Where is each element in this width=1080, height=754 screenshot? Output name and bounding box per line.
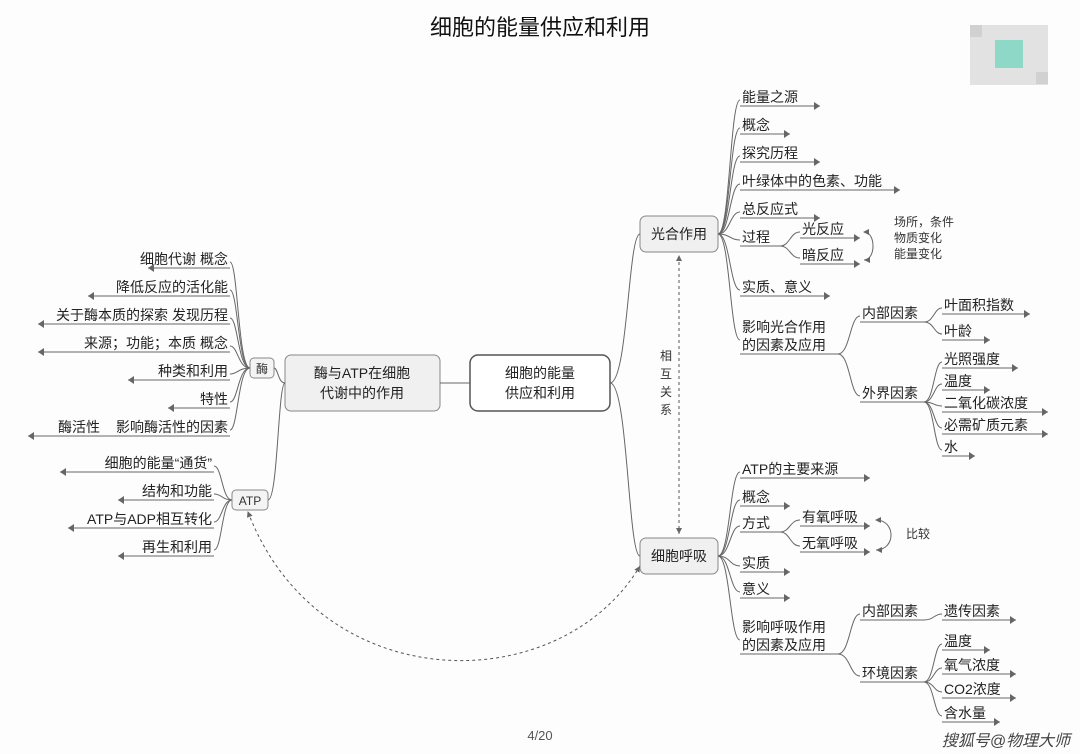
svg-text:实质: 实质 xyxy=(742,555,770,571)
svg-text:内部因素: 内部因素 xyxy=(862,305,918,321)
atp-respiration-link xyxy=(248,512,640,661)
svg-text:概念: 概念 xyxy=(742,489,770,505)
svg-text:概念: 概念 xyxy=(200,251,228,267)
svg-text:有氧呼吸: 有氧呼吸 xyxy=(802,509,858,525)
svg-text:的因素及应用: 的因素及应用 xyxy=(742,337,826,353)
svg-text:叶龄: 叶龄 xyxy=(944,323,972,339)
svg-text:无氧呼吸: 无氧呼吸 xyxy=(802,535,858,551)
svg-text:代谢中的作用: 代谢中的作用 xyxy=(320,385,404,401)
page-title: 细胞的能量供应和利用 xyxy=(430,15,650,40)
svg-text:特性: 特性 xyxy=(200,391,228,407)
svg-text:关: 关 xyxy=(660,385,672,399)
center-label-1: 细胞的能量 xyxy=(505,365,575,381)
svg-text:发现历程: 发现历程 xyxy=(172,307,228,323)
svg-text:探究历程: 探究历程 xyxy=(742,145,798,161)
svg-text:氧气浓度: 氧气浓度 xyxy=(944,657,1000,673)
svg-text:能量之源: 能量之源 xyxy=(742,89,798,105)
svg-text:叶面积指数: 叶面积指数 xyxy=(944,297,1014,313)
svg-text:酶活性: 酶活性 xyxy=(58,419,100,435)
svg-text:细胞代谢: 细胞代谢 xyxy=(140,251,196,267)
svg-text:物质变化: 物质变化 xyxy=(894,230,942,245)
svg-text:概念: 概念 xyxy=(200,335,228,351)
photosynthesis-branches: 能量之源 概念 探究历程 叶绿体中的色素、功能 总反应式 过程 光反应 暗反应 … xyxy=(718,89,1048,460)
svg-text:降低反应的活化能: 降低反应的活化能 xyxy=(116,279,228,295)
svg-text:酶与ATP在细胞: 酶与ATP在细胞 xyxy=(314,365,410,381)
svg-text:环境因素: 环境因素 xyxy=(862,665,918,681)
svg-text:光照强度: 光照强度 xyxy=(944,351,1000,367)
svg-text:CO2浓度: CO2浓度 xyxy=(944,681,1001,697)
center-node xyxy=(470,355,610,411)
svg-text:再生和利用: 再生和利用 xyxy=(142,539,212,555)
respiration-branches: ATP的主要来源 概念 方式 有氧呼吸 无氧呼吸 比较 实质 意义 影响呼吸作用… xyxy=(718,461,1016,726)
svg-text:叶绿体中的色素、功能: 叶绿体中的色素、功能 xyxy=(742,173,882,189)
svg-text:暗反应: 暗反应 xyxy=(802,247,844,263)
svg-text:影响酶活性的因素: 影响酶活性的因素 xyxy=(116,419,228,435)
svg-text:ATP与ADP相互转化: ATP与ADP相互转化 xyxy=(87,511,212,527)
svg-text:方式: 方式 xyxy=(742,515,770,531)
page-number: 4/20 xyxy=(527,728,552,743)
svg-text:互: 互 xyxy=(660,367,672,381)
left-node xyxy=(285,355,440,411)
svg-text:实质、意义: 实质、意义 xyxy=(742,279,812,295)
svg-text:水: 水 xyxy=(944,439,958,455)
svg-text:细胞呼吸: 细胞呼吸 xyxy=(651,548,707,564)
svg-text:细胞的能量“通货”: 细胞的能量“通货” xyxy=(105,455,213,471)
svg-text:必需矿质元素: 必需矿质元素 xyxy=(944,417,1028,433)
atp-branches: 细胞的能量“通货” 结构和功能 ATP与ADP相互转化 再生和利用 xyxy=(60,455,232,560)
svg-text:ATP的主要来源: ATP的主要来源 xyxy=(742,461,838,477)
svg-text:的因素及应用: 的因素及应用 xyxy=(742,637,826,653)
svg-text:系: 系 xyxy=(660,403,672,417)
mindmap-diagram: 细胞的能量供应和利用 细胞的能量 供应和利用 酶与ATP在细胞 代谢中的作用 光… xyxy=(0,0,1080,754)
svg-text:种类和利用: 种类和利用 xyxy=(158,363,228,379)
svg-text:光反应: 光反应 xyxy=(802,221,844,237)
svg-text:二氧化碳浓度: 二氧化碳浓度 xyxy=(944,395,1028,411)
svg-text:结构和功能: 结构和功能 xyxy=(142,483,212,499)
svg-text:遗传因素: 遗传因素 xyxy=(944,603,1000,619)
svg-text:内部因素: 内部因素 xyxy=(862,603,918,619)
svg-text:外界因素: 外界因素 xyxy=(862,385,918,401)
corner-badge xyxy=(970,25,1048,85)
svg-text:来源；功能；本质: 来源；功能；本质 xyxy=(84,335,196,352)
svg-text:概念: 概念 xyxy=(742,117,770,133)
svg-text:温度: 温度 xyxy=(944,373,972,389)
svg-text:意义: 意义 xyxy=(742,581,770,597)
svg-text:关于酶本质的探索: 关于酶本质的探索 xyxy=(56,307,168,323)
svg-text:相: 相 xyxy=(660,349,672,363)
svg-text:能量变化: 能量变化 xyxy=(894,246,942,261)
svg-text:比较: 比较 xyxy=(906,526,930,541)
svg-text:含水量: 含水量 xyxy=(944,705,986,721)
svg-text:场所，条件: 场所，条件 xyxy=(894,215,954,229)
svg-text:酶: 酶 xyxy=(256,361,268,376)
watermark: 搜狐号@物理大师 xyxy=(942,732,1073,750)
svg-text:过程: 过程 xyxy=(742,229,770,245)
svg-text:光合作用: 光合作用 xyxy=(651,226,707,242)
svg-text:影响呼吸作用: 影响呼吸作用 xyxy=(742,619,826,635)
enzyme-branches: 概念 细胞代谢 降低反应的活化能 发现历程 关于酶本质的探索 概念 来源；功能；… xyxy=(28,251,250,440)
svg-text:影响光合作用: 影响光合作用 xyxy=(742,319,826,335)
center-label-2: 供应和利用 xyxy=(505,385,575,401)
svg-text:总反应式: 总反应式 xyxy=(742,201,798,217)
svg-text:温度: 温度 xyxy=(944,633,972,649)
svg-text:ATP: ATP xyxy=(239,494,261,508)
